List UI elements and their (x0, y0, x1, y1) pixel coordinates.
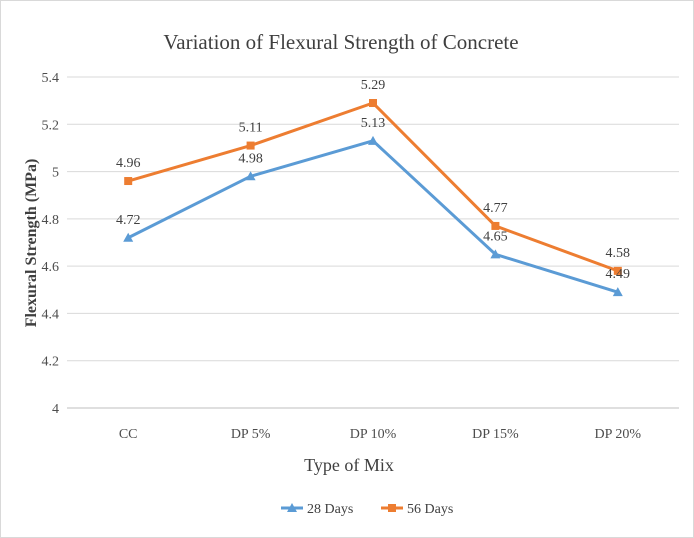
y-tick-label: 4.6 (42, 260, 60, 275)
legend-marker-triangle (287, 503, 297, 512)
y-tick-label: 5 (52, 166, 59, 181)
legend-label: 28 Days (307, 502, 353, 517)
y-tick-label: 4.2 (42, 355, 60, 370)
x-tick-label: DP 15% (472, 427, 519, 442)
data-labels: 4.72 4.98 5.13 4.65 4.49 4.96 5.11 5.29 4.77 4.58 (116, 78, 630, 282)
data-point-square (124, 177, 133, 186)
legend-label: 56 Days (407, 502, 453, 517)
data-label: 4.77 (483, 201, 508, 216)
legend-marker-square (388, 504, 396, 512)
y-tick-label: 4.4 (42, 307, 60, 322)
data-label: 4.49 (606, 267, 631, 282)
y-tick-label: 5.2 (42, 118, 60, 133)
data-label: 4.96 (116, 156, 141, 171)
x-tick-label: DP 10% (350, 427, 397, 442)
x-tick-label: DP 5% (231, 427, 271, 442)
data-label: 5.29 (361, 78, 386, 93)
series-lines (123, 99, 623, 297)
y-axis-title: Flexural Strength (MPa) (23, 159, 40, 328)
data-label: 4.98 (238, 151, 263, 166)
data-point-triangle (245, 171, 256, 181)
data-label: 4.58 (606, 246, 631, 261)
x-tick-label: DP 20% (595, 427, 642, 442)
data-point-square (491, 221, 500, 230)
data-point-triangle (490, 249, 501, 259)
data-point-triangle (368, 135, 378, 145)
data-label: 5.13 (361, 116, 386, 131)
data-label: 4.72 (116, 213, 141, 228)
x-axis-title: Type of Mix (304, 455, 394, 475)
y-axis-ticks: 4 4.2 4.4 4.6 4.8 5 5.2 5.4 (42, 71, 60, 417)
y-tick-label: 5.4 (42, 71, 60, 86)
data-point-square (613, 266, 622, 275)
data-label: 5.11 (239, 121, 263, 136)
chart-title: Variation of Flexural Strength of Concre… (163, 30, 518, 54)
x-tick-label: CC (119, 427, 138, 442)
data-label: 4.65 (483, 229, 508, 244)
legend: 28 Days 56 Days (281, 502, 453, 517)
x-axis-ticks: CC DP 5% DP 10% DP 15% DP 20% (119, 427, 642, 442)
y-tick-label: 4.8 (42, 213, 60, 228)
data-point-triangle (612, 287, 623, 297)
data-point-square (369, 99, 377, 108)
data-point-square (246, 141, 255, 150)
data-point-triangle (123, 232, 134, 242)
y-tick-label: 4 (52, 402, 59, 417)
series-line (127, 139, 619, 294)
